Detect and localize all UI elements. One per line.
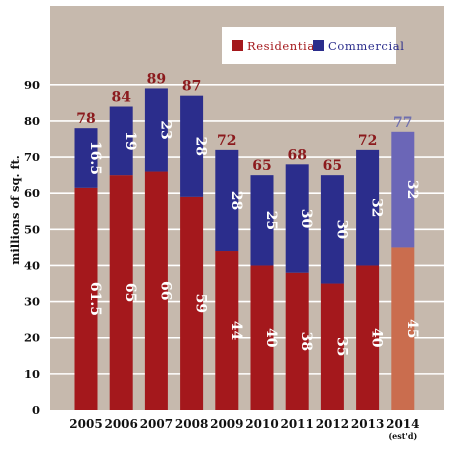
bar-residential-2009 <box>215 251 239 410</box>
data-label-commercial: 32 <box>404 180 420 199</box>
legend-label-residential: Residential <box>247 39 319 53</box>
x-tick-label: 2010 <box>245 417 278 431</box>
x-tick-labels: 2005 2006 2007 2008 2009 2010 2011 2012 2013 2014… <box>69 417 419 441</box>
bar-commercial-2013 <box>356 149 380 266</box>
y-tick-label: 70 <box>24 150 40 164</box>
y-tick-label: 30 <box>24 295 40 309</box>
total-label: 72 <box>358 133 377 149</box>
total-label: 87 <box>182 79 201 95</box>
data-label-residential: 44 <box>228 321 244 341</box>
y-tick-label: 20 <box>24 331 40 345</box>
x-tick-label: 2012 <box>316 417 349 431</box>
y-tick-label: 40 <box>24 258 40 272</box>
data-label-residential: 35 <box>333 337 349 356</box>
x-tick-label: 2009 <box>210 417 243 431</box>
data-label-residential: 45 <box>404 319 420 338</box>
legend-swatch-residential <box>232 40 243 51</box>
x-tick-note: (est'd) <box>388 431 417 441</box>
x-tick-label: 2014 <box>386 417 419 431</box>
total-label: 78 <box>76 111 95 127</box>
data-label-residential: 40 <box>369 328 385 348</box>
data-label-commercial: 30 <box>333 220 349 240</box>
data-label-residential: 65 <box>122 283 138 302</box>
y-tick-label: 50 <box>24 222 40 236</box>
y-tick-label: 0 <box>32 403 40 417</box>
bar-commercial-2005 <box>74 128 98 188</box>
y-axis-label: millions of sq. ft. <box>8 155 22 265</box>
data-label-residential: 59 <box>193 294 209 313</box>
x-tick-label: 2007 <box>140 417 173 431</box>
x-tick-label: 2011 <box>280 417 313 431</box>
data-label-commercial: 28 <box>193 137 209 156</box>
x-tick-label: 2008 <box>175 417 208 431</box>
total-label: 65 <box>323 158 342 174</box>
y-tick-label: 10 <box>24 367 40 381</box>
y-tick-label: 60 <box>24 186 40 200</box>
data-label-residential: 40 <box>263 328 279 348</box>
total-label: 65 <box>252 158 271 174</box>
bar-commercial-2014 <box>391 131 415 248</box>
data-label-commercial: 30 <box>298 209 314 229</box>
bar-residential-2014 <box>391 247 415 410</box>
total-label: 84 <box>111 90 131 106</box>
total-label: 68 <box>287 147 306 163</box>
legend-label-commercial: Commercial <box>328 39 405 53</box>
data-label-residential: 61.5 <box>87 282 103 316</box>
y-tick-label: 90 <box>24 78 40 92</box>
legend-swatch-commercial <box>313 40 324 51</box>
total-label: 77 <box>393 115 412 131</box>
bar-commercial-2010 <box>250 175 274 266</box>
bar-commercial-2009 <box>215 149 239 252</box>
x-tick-label: 2006 <box>104 417 137 431</box>
data-label-commercial: 32 <box>369 198 385 217</box>
bar-commercial-2008 <box>180 95 204 197</box>
y-tick-labels: 0 10 20 30 40 50 60 70 80 90 <box>24 78 40 417</box>
data-label-commercial: 28 <box>228 191 244 210</box>
bars: 61.5 16.5 78 65 19 84 66 23 89 59 28 87 44 28 72 40 25 65… <box>74 71 420 410</box>
bar-commercial-2006 <box>109 106 133 176</box>
bar-residential-2011 <box>285 272 309 410</box>
bar-residential-2012 <box>320 283 344 410</box>
data-label-residential: 38 <box>298 332 314 351</box>
data-label-residential: 66 <box>157 281 173 300</box>
bar-residential-2008 <box>180 196 204 410</box>
y-tick-label: 80 <box>24 114 40 128</box>
x-tick-label: 2005 <box>69 417 102 431</box>
bar-residential-2006 <box>109 175 133 410</box>
data-label-commercial: 25 <box>263 211 279 230</box>
data-label-commercial: 19 <box>122 131 138 150</box>
legend-box <box>222 27 396 64</box>
bar-residential-2010 <box>250 265 274 410</box>
legend: Residential Commercial <box>222 27 405 64</box>
bar-residential-2007 <box>144 171 168 410</box>
bar-residential-2005 <box>74 187 98 410</box>
total-label: 72 <box>217 133 236 149</box>
bar-commercial-2011 <box>285 164 309 273</box>
bar-commercial-2007 <box>144 88 168 172</box>
bar-residential-2013 <box>356 265 380 410</box>
total-label: 89 <box>147 71 166 87</box>
x-tick-label: 2013 <box>351 417 384 431</box>
bar-commercial-2012 <box>320 175 344 284</box>
data-label-commercial: 23 <box>157 120 173 139</box>
data-label-commercial: 16.5 <box>87 141 103 175</box>
